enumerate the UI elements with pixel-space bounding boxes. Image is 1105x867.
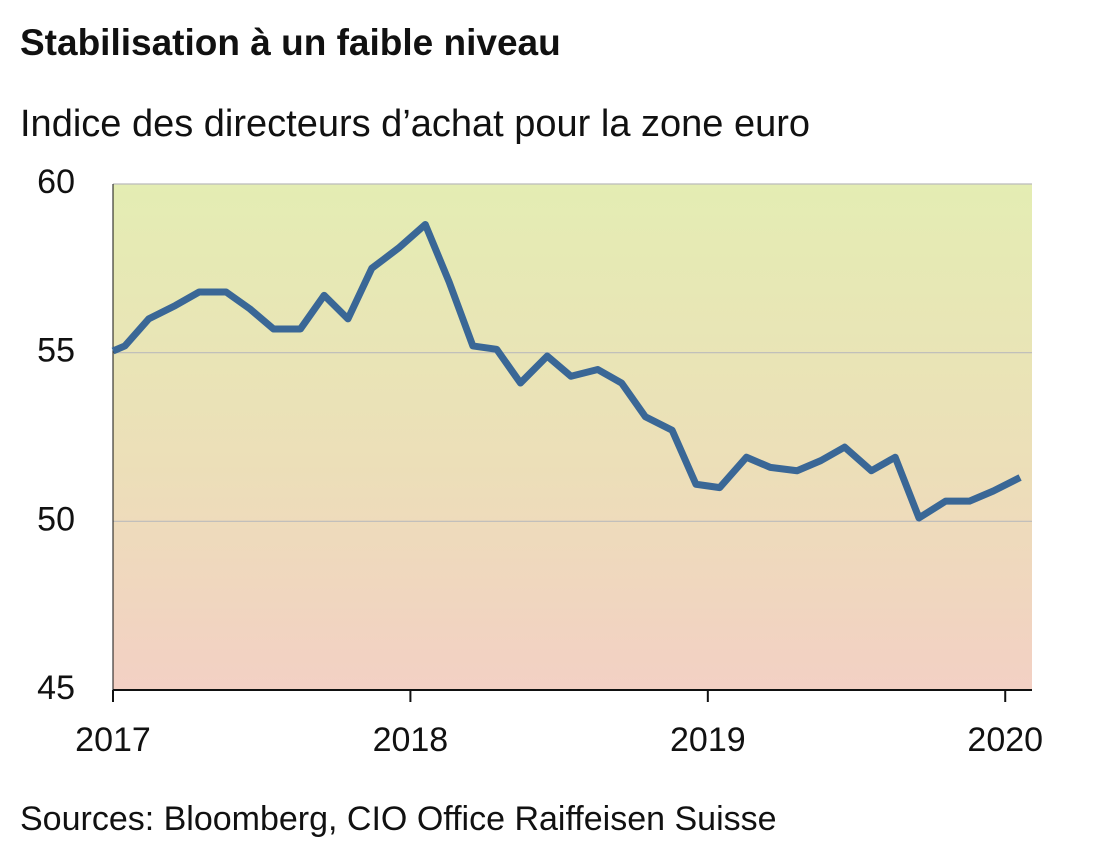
x-tick-label: 2017 xyxy=(75,721,151,759)
chart-title: Stabilisation à un faible niveau xyxy=(20,22,561,63)
plot-background xyxy=(113,184,1032,690)
x-tick-label: 2020 xyxy=(967,721,1043,759)
chart-subtitle: Indice des directeurs d’achat pour la zo… xyxy=(20,103,810,145)
line xyxy=(111,220,1022,522)
y-tick-label: 55 xyxy=(37,332,75,370)
source: Sources: Bloomberg, CIO Office Raiffeise… xyxy=(20,800,777,838)
x-tick-label: 2019 xyxy=(670,721,746,759)
y-tick-label: 50 xyxy=(37,500,75,538)
y-tick-label: 60 xyxy=(37,163,75,201)
x-tick-label: 2018 xyxy=(373,721,449,759)
y-tick-label: 45 xyxy=(37,669,75,707)
